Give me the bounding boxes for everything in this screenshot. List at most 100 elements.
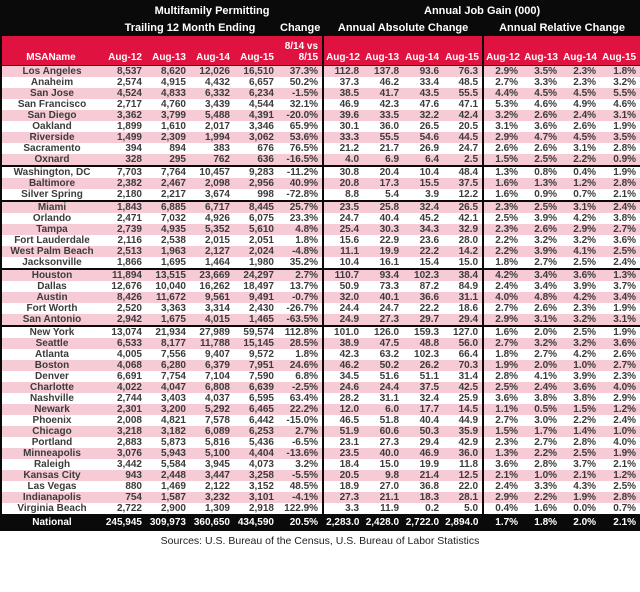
rel-change-cell: 2.7% xyxy=(482,77,523,88)
permit-cell: 5,352 xyxy=(190,224,234,235)
rel-change-cell: 1.4% xyxy=(561,426,601,437)
abs-change-cell: 24.6 xyxy=(322,382,364,393)
permit-cell: 1,309 xyxy=(190,503,234,515)
permit-cell: 11,672 xyxy=(146,292,190,303)
abs-change-cell: 26.5 xyxy=(443,200,484,213)
permit-cell: 3,314 xyxy=(190,303,234,314)
abs-change-cell: 36.0 xyxy=(443,448,484,459)
abs-change-cell: 44.5 xyxy=(443,132,484,143)
permit-cell: 394 xyxy=(102,143,146,154)
rel-column-header: Aug-14 xyxy=(561,36,601,66)
rel-change-cell: 2.5% xyxy=(482,213,523,224)
rel-change-cell: 2.6% xyxy=(561,121,601,132)
permit-cell: 1,464 xyxy=(190,257,234,269)
abs-change-cell: 24.7 xyxy=(322,213,364,224)
permit-cell: 3,200 xyxy=(146,404,190,415)
change-cell: 2.7% xyxy=(278,426,324,437)
abs-change-cell: 12.5 xyxy=(443,470,484,481)
rel-change-cell: 3.6% xyxy=(600,235,640,246)
permit-cell: 4,068 xyxy=(102,360,146,371)
abs-change-cell: 46.2 xyxy=(363,77,404,88)
change-cell: -2.5% xyxy=(278,382,324,393)
rel-change-cell: 2.3% xyxy=(482,224,523,235)
abs-change-cell: 31.1 xyxy=(363,393,404,404)
rel-change-cell: 2.4% xyxy=(522,382,562,393)
rel-change-cell: 2.3% xyxy=(600,371,640,382)
permit-cell: 2,513 xyxy=(102,246,146,257)
rel-column-header: Aug-15 xyxy=(600,36,640,66)
change-cell: -0.7% xyxy=(278,292,324,303)
rel-change-cell: 3.5% xyxy=(522,65,562,77)
abs-change-cell: 28.1 xyxy=(443,492,484,503)
permit-cell: 1,610 xyxy=(146,121,190,132)
rel-change-cell: 1.6% xyxy=(522,503,562,515)
rel-change-cell: 1.3% xyxy=(482,448,523,459)
abs-change-cell: 102.3 xyxy=(403,268,444,281)
abs-change-cell: 42.9 xyxy=(443,437,484,448)
permit-cell: 12,676 xyxy=(102,281,146,292)
change-cell: -26.7% xyxy=(278,303,324,314)
permit-cell: 13,515 xyxy=(146,268,190,281)
rel-change-cell: 2.5% xyxy=(600,481,640,492)
change-cell: 3.2% xyxy=(278,459,324,470)
rel-change-cell: 2.7% xyxy=(600,224,640,235)
rel-change-cell: 2.8% xyxy=(600,178,640,189)
abs-change-cell: 30.8 xyxy=(322,165,364,178)
change-cell: 1.8% xyxy=(278,235,324,246)
abs-change-cell: 32.4 xyxy=(403,393,444,404)
change-cell: 35.2% xyxy=(278,257,324,269)
abs-change-cell: 30.3 xyxy=(363,224,404,235)
abs-column-header: Aug-12 xyxy=(322,36,364,66)
rel-change-cell: 0.7% xyxy=(600,503,640,515)
rel-change-cell: 1.7% xyxy=(522,426,562,437)
permit-cell: 4,524 xyxy=(102,88,146,99)
rel-change-cell: 0.5% xyxy=(522,404,562,415)
permit-cell: 13,074 xyxy=(102,325,146,338)
rel-change-cell: 2.3% xyxy=(561,65,601,77)
abs-change-cell: 24.4 xyxy=(363,382,404,393)
permit-cell: 2,538 xyxy=(146,235,190,246)
change-cell: 22.2% xyxy=(278,404,324,415)
rel-change-cell: 3.4% xyxy=(522,281,562,292)
abs-change-cell: 31.1 xyxy=(443,292,484,303)
permit-cell: 2,024 xyxy=(234,246,278,257)
msa-name-cell: Washington, DC xyxy=(1,165,102,178)
abs-change-cell: 93.4 xyxy=(363,268,404,281)
rel-change-cell: 2.7% xyxy=(600,360,640,371)
msa-name-cell: Atlanta xyxy=(1,349,102,360)
msa-name-cell: Sacramento xyxy=(1,143,102,154)
abs-change-cell: 51.6 xyxy=(363,371,404,382)
rel-change-cell: 4.0% xyxy=(600,437,640,448)
permit-cell: 2,127 xyxy=(190,246,234,257)
rel-change-cell: 3.1% xyxy=(561,143,601,154)
rel-change-cell: 2.2% xyxy=(522,492,562,503)
msa-name-cell: San Diego xyxy=(1,110,102,121)
rel-change-cell: 2.9% xyxy=(482,314,523,326)
abs-change-cell: 8.8 xyxy=(322,189,364,201)
abs-change-cell: 25.9 xyxy=(443,393,484,404)
title-band-spacer xyxy=(1,19,102,36)
abs-change-cell: 101.0 xyxy=(322,325,364,338)
change-cell: 25.7% xyxy=(278,200,324,213)
abs-change-cell: 22.9 xyxy=(363,235,404,246)
abs-change-cell: 27.3 xyxy=(322,492,364,503)
abs-change-cell: 102.3 xyxy=(403,349,444,360)
permit-cell: 7,578 xyxy=(190,415,234,426)
permit-cell: 7,951 xyxy=(234,360,278,371)
change-cell: 112.8% xyxy=(278,325,324,338)
permit-cell: 2,382 xyxy=(102,178,146,189)
rel-change-cell: 2.9% xyxy=(482,65,523,77)
permit-cell: 7,104 xyxy=(190,371,234,382)
permit-cell: 3,439 xyxy=(190,99,234,110)
permit-cell: 6,885 xyxy=(146,200,190,213)
permit-cell: 6,533 xyxy=(102,338,146,349)
abs-change-cell: 2,428.0 xyxy=(363,514,404,530)
rel-change-cell: 1.1% xyxy=(482,404,523,415)
permit-cell: 6,280 xyxy=(146,360,190,371)
abs-change-cell: 43.5 xyxy=(403,88,444,99)
permit-cell: 4,037 xyxy=(190,393,234,404)
rel-change-cell: 2.0% xyxy=(522,360,562,371)
permit-cell: 245,945 xyxy=(102,514,146,530)
rel-change-cell: 1.6% xyxy=(482,178,523,189)
rel-change-cell: 3.6% xyxy=(561,268,601,281)
